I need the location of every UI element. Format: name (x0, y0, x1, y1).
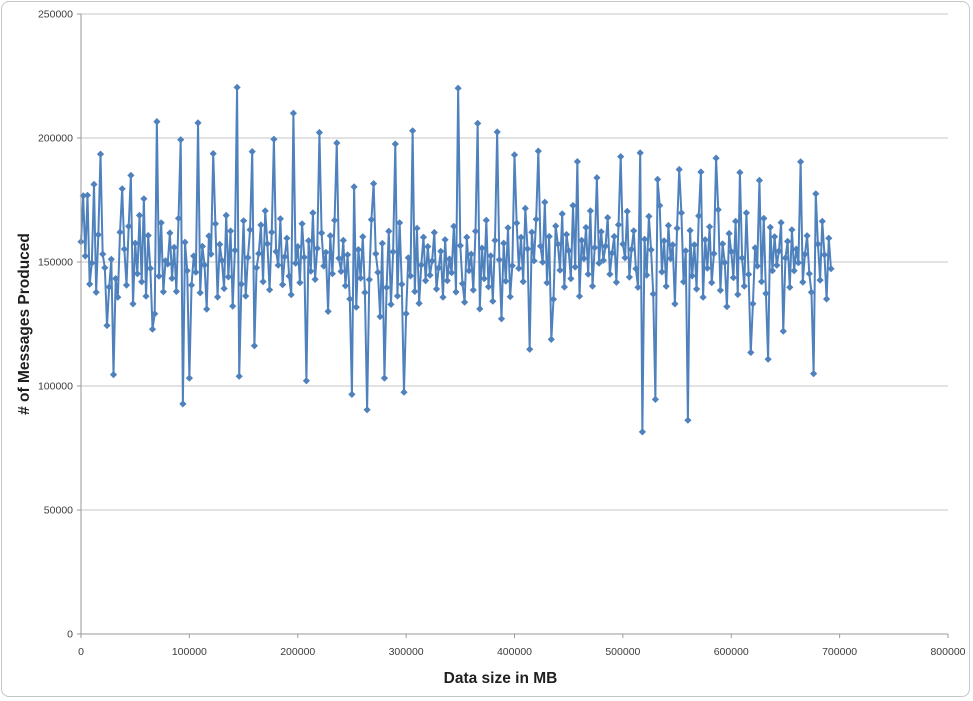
x-tick-label: 600000 (714, 646, 749, 658)
x-tick-label: 200000 (280, 646, 315, 658)
y-tick-labels: 0 50000 100000 150000 200000 250000 (38, 9, 81, 641)
y-gridlines (81, 13, 948, 511)
y-tick-label: 200000 (38, 133, 73, 145)
y-tick-label: 250000 (38, 9, 73, 21)
y-tick-label: 100000 (38, 381, 73, 393)
y-axis-title: # of Messages Produced (16, 233, 33, 415)
x-tick-labels: 0 100000 200000 300000 400000 500000 600000 700… (78, 634, 966, 658)
y-tick-label: 0 (67, 629, 73, 641)
series-line (80, 86, 832, 433)
axes (80, 14, 948, 635)
x-tick-label: 0 (78, 646, 84, 658)
x-tick-label: 800000 (930, 646, 965, 658)
x-tick-label: 300000 (389, 646, 424, 658)
x-axis-title: Data size in MB (444, 670, 558, 687)
y-tick-label: 50000 (44, 505, 73, 517)
x-tick-label: 500000 (605, 646, 640, 658)
y-tick-label: 150000 (38, 257, 73, 269)
x-tick-label: 700000 (822, 646, 857, 658)
x-tick-label: 100000 (172, 646, 207, 658)
x-tick-label: 400000 (497, 646, 532, 658)
